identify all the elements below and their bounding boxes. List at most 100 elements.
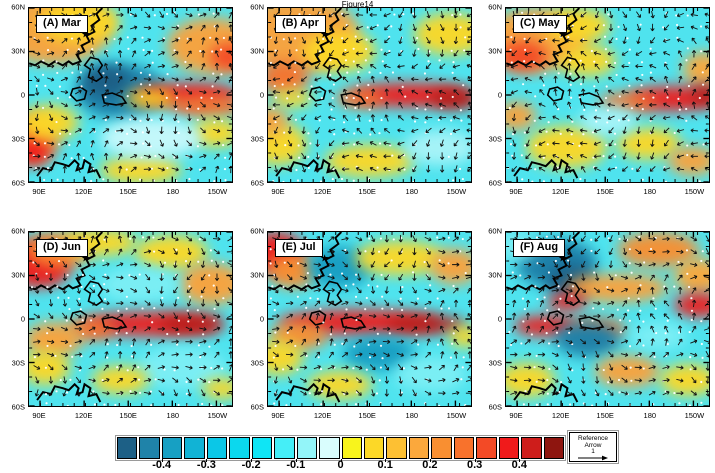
stipple-dot <box>329 273 332 276</box>
wind-vector <box>272 89 281 95</box>
wind-vector <box>103 62 109 71</box>
wind-vector <box>213 326 221 331</box>
wind-vector <box>343 325 348 333</box>
stipple-dot <box>614 143 617 146</box>
wind-vector <box>76 50 81 58</box>
wind-vector <box>384 24 390 31</box>
wind-vector <box>703 275 709 280</box>
wind-vector <box>538 154 546 159</box>
stipple-dot <box>380 97 383 100</box>
wind-vector <box>566 390 573 396</box>
stipple-dot <box>41 73 45 76</box>
stipple-dot <box>509 343 513 346</box>
wind-vector <box>144 11 151 18</box>
wind-vector <box>227 274 232 281</box>
stipple-dot <box>452 284 455 288</box>
wind-vector <box>705 363 709 371</box>
wind-vector <box>327 391 335 396</box>
stipple-dot <box>556 166 559 169</box>
stipple-dot <box>355 118 358 121</box>
wind-vector <box>607 167 615 172</box>
wind-vector <box>199 326 207 332</box>
wind-vector <box>228 325 232 333</box>
stipple-dot <box>366 26 369 29</box>
wind-vector <box>286 288 294 293</box>
wind-vector <box>608 139 614 147</box>
wind-vector <box>187 312 192 320</box>
colorbar-cell <box>431 437 452 459</box>
wind-vector <box>384 261 390 268</box>
stipple-dot <box>163 368 166 371</box>
stipple-dot <box>33 142 36 145</box>
wind-vector <box>144 140 151 147</box>
stipple-dot <box>369 133 372 136</box>
wind-vector <box>621 166 629 172</box>
stipple-dot <box>296 179 300 182</box>
stipple-dot <box>521 178 524 181</box>
wind-vector <box>286 261 293 268</box>
wind-vector <box>131 338 137 346</box>
stipple-dot <box>602 308 605 311</box>
wind-vector <box>397 64 405 69</box>
stipple-dot <box>592 307 595 310</box>
wind-vector <box>370 260 376 268</box>
wind-vector <box>62 153 68 161</box>
wind-vector <box>595 376 600 384</box>
wind-vector <box>342 313 348 320</box>
stipple-dot <box>461 237 464 241</box>
stipple-dot <box>649 247 653 251</box>
wind-vector <box>620 352 629 357</box>
stipple-dot <box>45 402 48 405</box>
wind-vector <box>411 128 419 133</box>
wind-vector <box>61 38 68 44</box>
wind-vector <box>89 390 96 396</box>
wind-vector <box>690 166 698 172</box>
wind-vector <box>62 299 68 307</box>
stipple-dot <box>305 354 308 357</box>
stipple-dot <box>579 83 583 86</box>
wind-vector <box>620 391 629 396</box>
wind-vector <box>313 262 322 267</box>
colorbar-cell <box>543 437 565 459</box>
stipple-dot <box>141 236 145 239</box>
stipple-dot <box>127 47 130 50</box>
wind-vector <box>424 236 432 242</box>
stipple-dot <box>440 107 443 110</box>
colorbar-cell <box>453 437 475 459</box>
stipple-dot <box>352 97 355 100</box>
stipple-dot <box>274 331 277 334</box>
wind-vector <box>648 378 656 383</box>
stipple-dot <box>700 259 703 263</box>
wind-vector <box>61 115 68 121</box>
wind-vector <box>49 113 54 122</box>
wind-vector <box>690 25 698 30</box>
colorbar-cell <box>521 437 542 459</box>
wind-vector <box>185 326 193 332</box>
wind-vector <box>581 350 586 358</box>
coastline <box>322 56 343 83</box>
wind-vector <box>608 23 614 32</box>
stipple-dot <box>571 238 574 241</box>
wind-vector <box>214 24 220 32</box>
stipple-dot <box>686 14 689 17</box>
wind-vector <box>539 76 545 83</box>
wind-vector <box>525 299 531 308</box>
wind-vector <box>328 166 335 172</box>
stipple-dot <box>615 73 618 76</box>
stipple-dot <box>139 119 142 122</box>
wind-vector <box>410 313 418 318</box>
x-tick-label: 150E <box>596 411 614 420</box>
wind-vector <box>525 287 531 294</box>
wind-vector <box>467 351 471 359</box>
wind-vector <box>607 326 615 331</box>
stipple-dot <box>368 237 371 240</box>
stipple-dot <box>57 260 61 263</box>
stipple-dot <box>641 108 644 111</box>
wind-vector <box>187 126 192 134</box>
wind-vector <box>621 377 628 383</box>
wind-vector <box>199 236 207 242</box>
wind-vector <box>566 351 572 358</box>
y-tick-label: 60N <box>250 226 264 236</box>
wind-vector <box>76 165 81 173</box>
colorbar-tick <box>161 459 163 462</box>
